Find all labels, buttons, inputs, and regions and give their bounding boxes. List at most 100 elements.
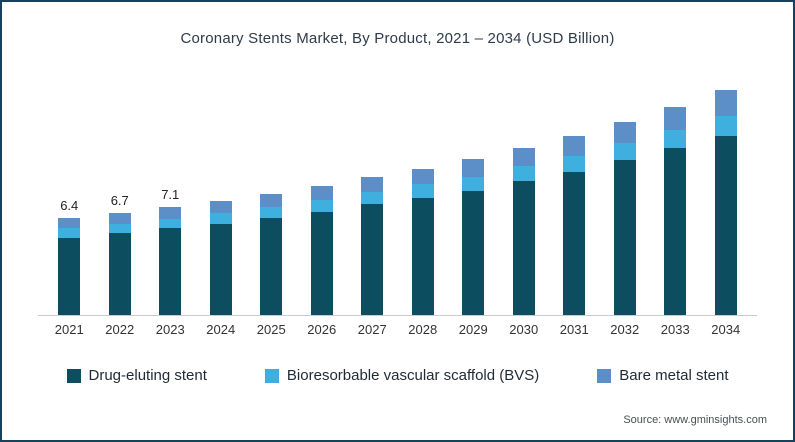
bar-segment xyxy=(260,207,283,218)
legend-label: Bare metal stent xyxy=(619,367,729,384)
bar-segment xyxy=(310,211,333,315)
x-tick-label: 2021 xyxy=(54,322,84,337)
x-tick-label: 2024 xyxy=(206,322,236,337)
bar-segment xyxy=(563,172,586,315)
bar-stack xyxy=(664,106,687,315)
bar-segment xyxy=(563,135,586,156)
bar-segment xyxy=(411,169,434,185)
bar-segment xyxy=(462,158,485,177)
bar-segment xyxy=(613,160,636,315)
legend-label: Drug-eluting stent xyxy=(88,367,207,384)
legend-item: Bare metal stent xyxy=(597,367,728,384)
source-text: Source: www.gminsights.com xyxy=(623,414,767,426)
bar-segment xyxy=(108,223,131,233)
bar-column-2030 xyxy=(499,72,550,315)
bar-segment xyxy=(159,228,182,315)
bar-column-2027 xyxy=(347,72,398,315)
x-axis-line xyxy=(38,315,757,316)
x-tick-label: 2023 xyxy=(155,322,185,337)
legend-swatch-icon xyxy=(66,368,81,383)
bar-value-label: 6.4 xyxy=(60,197,79,213)
bar-column-2029 xyxy=(448,72,499,315)
bar-column-2021: 6.4 xyxy=(44,72,95,315)
bar-segment xyxy=(411,198,434,315)
bar-segment xyxy=(108,213,131,224)
bar-segment xyxy=(714,135,737,315)
bar-stack xyxy=(361,176,384,315)
bar-segment xyxy=(361,176,384,192)
bar-segment xyxy=(361,191,384,205)
bar-value-label: 6.7 xyxy=(110,193,129,209)
bar-segment xyxy=(159,219,182,229)
legend-item: Drug-eluting stent xyxy=(66,367,207,384)
bar-segment xyxy=(209,223,232,315)
legend-swatch-icon xyxy=(264,368,279,383)
bar-segment xyxy=(310,185,333,200)
bar-stack xyxy=(714,90,737,315)
bar-segment xyxy=(714,116,737,136)
x-tick-label: 2029 xyxy=(458,322,488,337)
bar-segment xyxy=(310,199,333,212)
x-tick-label: 2025 xyxy=(256,322,286,337)
bar-stack xyxy=(159,207,182,315)
bar-segment xyxy=(260,217,283,315)
bar-segment xyxy=(714,90,737,117)
bar-segment xyxy=(58,228,81,238)
bar-segment xyxy=(512,181,535,315)
bar-segment xyxy=(361,204,384,315)
bar-segment xyxy=(108,233,131,315)
bar-segment xyxy=(58,237,81,315)
bar-segment xyxy=(613,143,636,161)
x-tick-label: 2032 xyxy=(610,322,640,337)
bar-column-2026 xyxy=(297,72,348,315)
bar-segment xyxy=(664,106,687,130)
x-tick-label: 2033 xyxy=(660,322,690,337)
legend-swatch-icon xyxy=(597,368,612,383)
x-tick-label: 2022 xyxy=(105,322,135,337)
bar-stack xyxy=(108,213,131,315)
bar-segment xyxy=(411,184,434,199)
bar-segment xyxy=(613,122,636,144)
bar-segment xyxy=(664,147,687,315)
bar-segment xyxy=(209,213,232,224)
bar-value-label: 7.1 xyxy=(161,187,180,203)
bars-container: 6.4 6.7 7.1 xyxy=(44,72,751,315)
chart-title: Coronary Stents Market, By Product, 2021… xyxy=(180,30,615,47)
legend-item: Bioresorbable vascular scaffold (BVS) xyxy=(264,367,539,384)
bar-column-2034 xyxy=(701,72,752,315)
x-tick-label: 2031 xyxy=(559,322,589,337)
bar-segment xyxy=(563,155,586,173)
bar-stack xyxy=(209,201,232,315)
bar-segment xyxy=(58,217,81,229)
bar-stack xyxy=(411,169,434,315)
bar-stack xyxy=(260,193,283,315)
bar-segment xyxy=(462,190,485,315)
bar-column-2025 xyxy=(246,72,297,315)
bar-segment xyxy=(159,207,182,220)
bar-segment xyxy=(462,176,485,191)
bar-column-2024 xyxy=(196,72,247,315)
legend: Drug-eluting stent Bioresorbable vascular… xyxy=(2,367,793,384)
x-tick-label: 2034 xyxy=(711,322,741,337)
plot-area: 6.4 6.7 7.1 2021 2022 2023 2024 2025 2026 2027 20… xyxy=(38,72,757,344)
bar-segment xyxy=(664,129,687,148)
x-tick-label: 2026 xyxy=(307,322,337,337)
bar-segment xyxy=(209,201,232,214)
bar-stack xyxy=(613,122,636,315)
bar-stack xyxy=(563,135,586,315)
x-tick-label: 2028 xyxy=(408,322,438,337)
x-axis-labels: 2021 2022 2023 2024 2025 2026 2027 2028 2029 2030… xyxy=(44,322,751,337)
bar-segment xyxy=(512,166,535,182)
bar-column-2031 xyxy=(549,72,600,315)
bar-column-2033 xyxy=(650,72,701,315)
bar-stack xyxy=(310,185,333,315)
bar-segment xyxy=(260,193,283,208)
bar-column-2032 xyxy=(600,72,651,315)
bar-segment xyxy=(512,147,535,167)
bar-column-2028 xyxy=(398,72,449,315)
bar-stack xyxy=(462,158,485,315)
bar-stack xyxy=(58,217,81,315)
bar-column-2023: 7.1 xyxy=(145,72,196,315)
x-tick-label: 2030 xyxy=(509,322,539,337)
